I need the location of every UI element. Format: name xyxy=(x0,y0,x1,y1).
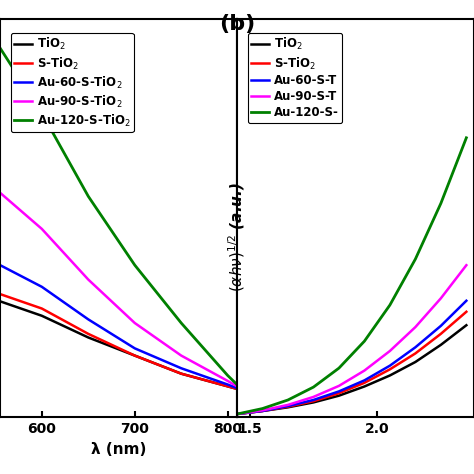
Text: (b): (b) xyxy=(219,14,255,34)
X-axis label: λ (nm): λ (nm) xyxy=(91,442,146,456)
Text: $(\alpha h\nu)^{1/2}$ (a.u.): $(\alpha h\nu)^{1/2}$ (a.u.) xyxy=(227,182,247,292)
Legend: TiO$_2$, S-TiO$_2$, Au-60-S-TiO$_2$, Au-90-S-TiO$_2$, Au-120-S-TiO$_2$: TiO$_2$, S-TiO$_2$, Au-60-S-TiO$_2$, Au-… xyxy=(10,33,134,132)
Legend: TiO$_2$, S-TiO$_2$, Au-60-S-T, Au-90-S-T, Au-120-S-: TiO$_2$, S-TiO$_2$, Au-60-S-T, Au-90-S-T… xyxy=(247,33,342,123)
